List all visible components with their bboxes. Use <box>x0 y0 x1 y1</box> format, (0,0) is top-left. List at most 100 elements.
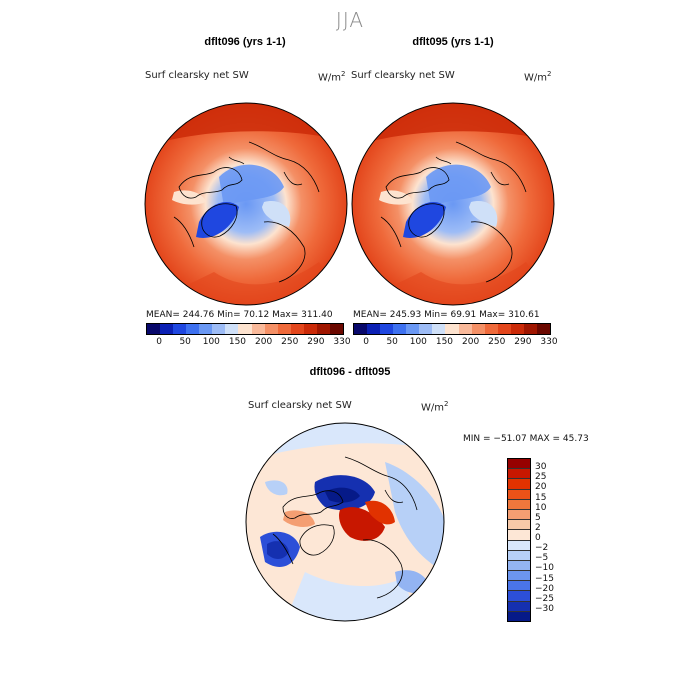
colorbar-swatch <box>523 324 537 334</box>
colorbar-swatch <box>354 324 368 334</box>
greenland-ice <box>403 202 446 238</box>
colorbar-swatch <box>458 324 472 334</box>
map-disc <box>352 103 554 305</box>
colorbar-tick-label: 250 <box>488 337 506 347</box>
panel-1-polar-map <box>144 102 348 306</box>
colorbar-tick-label: 250 <box>281 337 299 347</box>
colorbar-tick-label: 200 <box>462 337 480 347</box>
diff-colorbar-swatch <box>508 499 530 510</box>
colorbar-swatch <box>497 324 511 334</box>
panel-2-colorbar <box>353 323 551 335</box>
panel-2-units: W/m2 <box>524 70 552 84</box>
diff-colorbar-swatch <box>508 581 530 592</box>
diff-panel-polar-map <box>245 422 445 622</box>
colorbar-tick-label: 0 <box>156 337 162 347</box>
diff-colorbar-labels: 30 25 20 15 10 5 2 0 −2 −5 −10 −15 −20 −25 −30 <box>535 458 575 620</box>
diff-colorbar-swatch <box>508 550 530 561</box>
colorbar-tick-label: 330 <box>333 337 351 347</box>
diff-colorbar-label: 20 <box>535 482 547 493</box>
diff-colorbar-label: −5 <box>535 553 549 564</box>
colorbar-swatch <box>329 324 343 334</box>
panel-1-units: W/m2 <box>318 70 346 84</box>
colorbar-swatch <box>380 324 394 334</box>
colorbar-tick-label: 290 <box>307 337 325 347</box>
colorbar-swatch <box>251 324 265 334</box>
diff-colorbar-label: 15 <box>535 492 547 503</box>
colorbar-tick-label: 200 <box>255 337 273 347</box>
colorbar-swatch <box>471 324 485 334</box>
diff-colorbar-swatch <box>508 520 530 531</box>
diff-colorbar-swatch <box>508 601 530 612</box>
colorbar-tick-label: 150 <box>435 337 454 347</box>
colorbar-swatch <box>432 324 446 334</box>
colorbar-swatch <box>264 324 278 334</box>
diff-colorbar-swatch <box>508 469 530 480</box>
panel-2-polar-map <box>351 102 555 306</box>
panel-1-title: dflt096 (yrs 1-1) <box>204 36 286 48</box>
greenland-ice <box>196 202 239 238</box>
colorbar-swatch <box>393 324 407 334</box>
diff-colorbar-swatch <box>508 571 530 582</box>
colorbar-swatch <box>316 324 330 334</box>
colorbar-swatch <box>367 324 381 334</box>
colorbar-swatch <box>173 324 187 334</box>
colorbar-tick-label: 100 <box>202 337 220 347</box>
diff-colorbar-label: 2 <box>535 522 541 533</box>
colorbar-tick-label: 50 <box>179 337 191 347</box>
diff-colorbar-label: 30 <box>535 462 547 473</box>
diff-colorbar-label: −20 <box>535 583 554 594</box>
season-title: JJA <box>335 8 365 32</box>
diff-colorbar-swatch <box>508 459 530 470</box>
panel-2-stats: MEAN= 245.93 Min= 69.91 Max= 310.61 <box>353 310 540 320</box>
diff-colorbar-swatch <box>508 591 530 602</box>
diff-colorbar-swatch <box>508 540 530 551</box>
colorbar-swatch <box>225 324 239 334</box>
panel-2-title: dflt095 (yrs 1-1) <box>412 36 494 48</box>
diff-colorbar-swatch <box>508 560 530 572</box>
colorbar-swatch <box>277 324 291 334</box>
colorbar-swatch <box>212 324 226 334</box>
diff-colorbar-label: −10 <box>535 563 554 574</box>
colorbar-swatch <box>303 324 317 334</box>
colorbar-swatch <box>147 324 161 334</box>
panel-1-variable: Surf clearsky net SW <box>145 70 249 81</box>
colorbar-swatch <box>510 324 524 334</box>
colorbar-swatch <box>536 324 550 334</box>
colorbar-swatch <box>199 324 213 334</box>
panel-1-stats: MEAN= 244.76 Min= 70.12 Max= 311.40 <box>146 310 333 320</box>
colorbar-tick-label: 0 <box>363 337 369 347</box>
panel-1-colorbar <box>146 323 344 335</box>
diff-panel-variable: Surf clearsky net SW <box>248 400 352 411</box>
colorbar-swatch <box>290 324 304 334</box>
diff-colorbar-swatch <box>508 611 530 621</box>
colorbar-swatch <box>160 324 174 334</box>
map-disc <box>145 103 347 305</box>
colorbar-tick-label: 290 <box>514 337 532 347</box>
colorbar-swatch <box>445 324 459 334</box>
diff-colorbar-label: −15 <box>535 573 554 584</box>
panel-2-variable: Surf clearsky net SW <box>351 70 455 81</box>
diff-colorbar-label: 25 <box>535 472 547 483</box>
colorbar-swatch <box>238 324 252 334</box>
diff-colorbar-label: 5 <box>535 512 541 523</box>
diff-colorbar-label: −30 <box>535 603 554 614</box>
diff-colorbar-swatch <box>508 489 530 500</box>
diff-colorbar-swatch <box>508 509 530 521</box>
colorbar-tick-label: 100 <box>409 337 427 347</box>
colorbar-swatch <box>406 324 420 334</box>
diff-colorbar-label: −2 <box>535 543 549 554</box>
diff-colorbar-swatch <box>508 530 530 541</box>
colorbar-swatch <box>419 324 433 334</box>
diff-colorbar-label: −25 <box>535 593 554 604</box>
diff-colorbar <box>507 458 531 622</box>
diff-panel-units: W/m2 <box>421 400 449 414</box>
diff-colorbar-label: 0 <box>535 533 541 543</box>
colorbar-tick-label: 150 <box>228 337 247 347</box>
diff-panel-title: dflt096 - dflt095 <box>309 366 391 378</box>
diff-colorbar-label: 10 <box>535 502 547 513</box>
colorbar-swatch <box>484 324 498 334</box>
colorbar-tick-label: 50 <box>386 337 398 347</box>
diff-colorbar-swatch <box>508 479 530 490</box>
colorbar-swatch <box>186 324 200 334</box>
colorbar-tick-label: 330 <box>540 337 558 347</box>
